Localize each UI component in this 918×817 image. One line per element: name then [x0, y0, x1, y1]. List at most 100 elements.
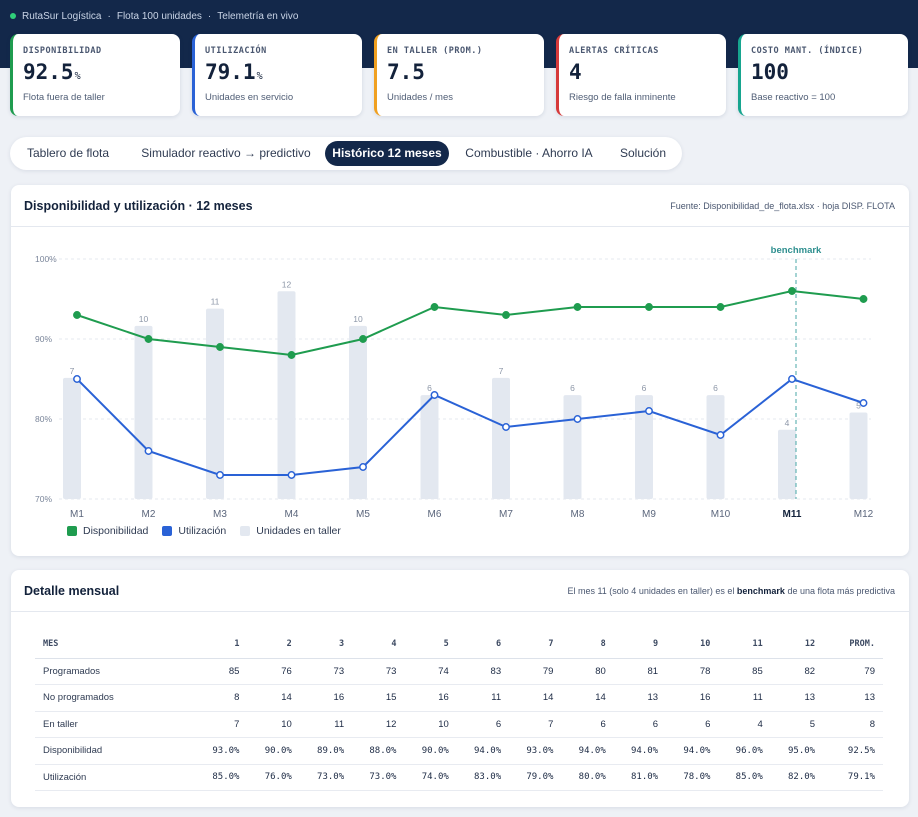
data-point [502, 311, 510, 319]
benchmark-label: benchmark [771, 245, 822, 256]
bar-value-label: 7 [499, 366, 504, 376]
legend-utilizacion[interactable]: Utilización [162, 525, 226, 537]
data-point [144, 335, 153, 343]
data-point [73, 375, 81, 383]
legend-en-taller[interactable]: Unidades en taller [240, 525, 341, 537]
table-cell: 15 [344, 684, 397, 712]
detail-panel-header: Detalle mensual El mes 11 (solo 4 unidad… [11, 570, 909, 612]
table-cell: 94.0% [553, 737, 606, 765]
data-point [287, 471, 296, 479]
tab-combustible[interactable]: Combustible · Ahorro IA [465, 146, 593, 160]
data-point [359, 335, 367, 343]
table-header-cell: MES [35, 630, 188, 659]
table-header-cell: 6 [448, 630, 502, 659]
taller-bar [849, 412, 868, 499]
monthly-detail-table: MES 1 2 3 4 5 6 7 8 9 10 11 12 PROM. Programados 85 76 7… [35, 630, 883, 791]
y-tick-label: 100% [35, 254, 57, 264]
table-cell: 73 [344, 658, 397, 685]
table-cell: 76 [239, 658, 292, 685]
table-cell: 74 [396, 658, 449, 685]
chart-source: Fuente: Disponibilidad_de_flota.xlsx · h… [670, 201, 895, 211]
tab-simulador[interactable]: Simulador reactivo → predictivo [141, 146, 311, 160]
legend-swatch [67, 526, 77, 536]
table-cell: 85.0% [187, 764, 240, 791]
x-tick-label: M7 [499, 509, 513, 520]
table-header-row: MES 1 2 3 4 5 6 7 8 9 10 11 12 PROM. [35, 630, 883, 659]
table-header-cell: 9 [605, 630, 659, 659]
live-status-icon [10, 13, 16, 19]
kpi-label: COSTO MANT. (ÍNDICE) [751, 46, 864, 56]
kpi-subtitle: Unidades en servicio [205, 92, 294, 103]
table-cell: 7 [501, 711, 554, 738]
table-row: No programados 8 14 16 15 16 11 14 14 13 16 11 13 13 [35, 684, 883, 712]
table-row: Utilización 85.0% 76.0% 73.0% 73.0% 74.0% 83.0… [35, 764, 883, 791]
bar-value-label: 12 [282, 279, 292, 289]
table-cell: 8 [815, 711, 883, 738]
data-point [73, 311, 81, 319]
data-point [359, 463, 367, 471]
company-name: RutaSur Logística [22, 10, 102, 22]
kpi-number: 79.1 [205, 60, 256, 84]
detail-title: Detalle mensual [24, 584, 120, 598]
kpi-card-disponibilidad: DISPONIBILIDAD 92.5% Flota fuera de tall… [10, 34, 180, 116]
telemetry-mode: Telemetría en vivo [217, 10, 299, 22]
table-header-cell: 12 [762, 630, 816, 659]
table-cell: 85.0% [710, 764, 763, 791]
data-point [716, 431, 725, 439]
table-header-cell: 2 [239, 630, 292, 659]
table-header-cell: 5 [396, 630, 449, 659]
taller-bar [706, 395, 725, 499]
tab-historico[interactable]: Histórico 12 meses [325, 141, 449, 166]
kpi-unit: % [256, 71, 263, 82]
bar-value-label: 6 [642, 383, 647, 393]
legend-swatch [162, 526, 173, 536]
row-label: Disponibilidad [35, 737, 188, 765]
row-label: En taller [35, 711, 188, 738]
detail-panel: Detalle mensual El mes 11 (solo 4 unidad… [11, 570, 909, 807]
table-cell: 11 [448, 684, 502, 712]
data-point [430, 391, 439, 399]
x-tick-label: M3 [213, 509, 227, 520]
table-cell: 78.0% [658, 764, 711, 791]
table-header-cell: 4 [344, 630, 397, 659]
tab-solucion[interactable]: Solución [619, 146, 667, 160]
x-tick-label: M11 [783, 509, 802, 520]
table-cell: 7 [187, 711, 240, 738]
legend-label: Unidades en taller [256, 525, 341, 537]
table-cell: 93.0% [187, 737, 240, 765]
x-tick-label: M1 [70, 509, 84, 520]
kpi-card-costo: COSTO MANT. (ÍNDICE) 100 Base reactivo =… [738, 34, 908, 116]
taller-bar [778, 429, 796, 499]
data-point [645, 303, 653, 311]
availability-chart: 100% 90% 80% 70% 7 10 11 12 10 6 7 6 6 6 4 5 benchmark M1… [35, 245, 874, 520]
y-tick-label: 90% [35, 334, 52, 344]
table-cell: 96.0% [710, 737, 763, 765]
table-cell: 85 [187, 658, 240, 685]
taller-bar [63, 377, 81, 499]
table-row: Disponibilidad 93.0% 90.0% 89.0% 88.0% 90.0% 9… [35, 737, 883, 765]
x-tick-label: M4 [285, 509, 299, 520]
legend-disponibilidad[interactable]: Disponibilidad [67, 525, 148, 537]
table-row: En taller 7 10 11 12 10 6 7 6 6 6 4 5 8 [35, 711, 883, 738]
x-tick-label: M9 [642, 509, 656, 520]
chart-panel-header: Disponibilidad y utilización · 12 meses … [11, 185, 909, 227]
bar-value-label: 6 [427, 383, 432, 393]
table-cell: 6 [448, 711, 502, 738]
table-cell: 78 [658, 658, 711, 685]
table-cell: 76.0% [239, 764, 292, 791]
taller-bar [420, 395, 439, 499]
x-tick-label: M6 [428, 509, 442, 520]
table-cell: 6 [553, 711, 606, 738]
chart-legend: Disponibilidad Utilización Unidades en t… [67, 525, 341, 537]
table-cell: 4 [710, 711, 763, 738]
x-tick-label: M10 [711, 509, 731, 520]
tab-tablero-de-flota[interactable]: Tablero de flota [26, 146, 110, 160]
x-tick-label: M2 [142, 509, 156, 520]
table-cell: 80.0% [553, 764, 606, 791]
table-cell: 79 [501, 658, 554, 685]
table-header-cell: 8 [553, 630, 606, 659]
detail-note: El mes 11 (solo 4 unidades en taller) es… [567, 586, 895, 596]
kpi-card-en-taller: EN TALLER (PROM.) 7.5 Unidades / mes [374, 34, 544, 116]
x-tick-label: M12 [854, 509, 874, 520]
bar-value-label: 6 [713, 383, 718, 393]
